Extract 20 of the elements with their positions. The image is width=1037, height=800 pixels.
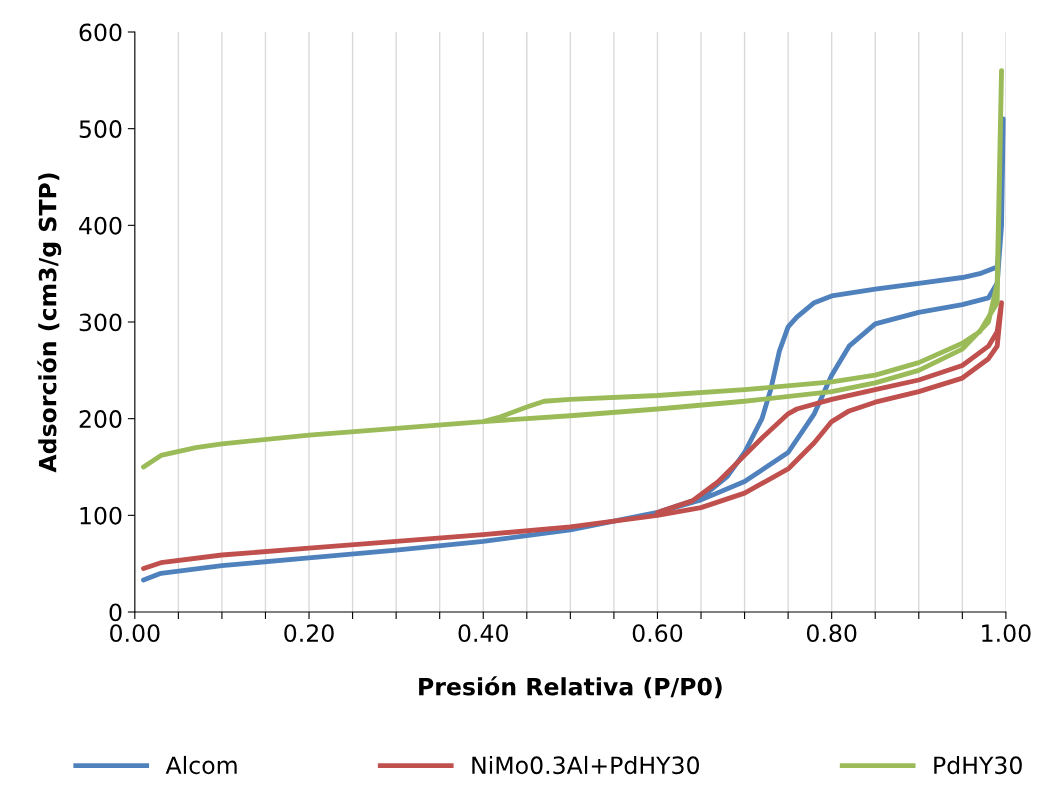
- y-tick-label: 0: [109, 603, 122, 622]
- x-tick-label: 1.00: [982, 624, 1031, 643]
- y-tick-label: 100: [80, 506, 122, 525]
- x-tick-label: 0.60: [632, 624, 683, 643]
- line-series: [141, 300, 1004, 571]
- x-tick-label: 0.00: [110, 624, 160, 643]
- legend-label: PdHY30: [934, 755, 1022, 775]
- y-axis-title: Adsorción (cm3/g STP): [37, 173, 62, 473]
- y-tick-label: 600: [79, 23, 122, 42]
- line-series: [141, 68, 1004, 470]
- x-axis-title: Presión Relativa (P/P0): [419, 676, 722, 699]
- legend-label: Alcom: [165, 755, 237, 775]
- legend-label: NiMo0.3Al+PdHY30: [472, 755, 700, 775]
- x-tick-label: 0.40: [458, 624, 508, 643]
- x-tick-label: 0.80: [806, 624, 857, 643]
- y-tick-label: 500: [79, 120, 122, 138]
- y-tick-label: 300: [79, 313, 122, 332]
- x-tick-label: 0.20: [284, 624, 334, 643]
- y-tick-label: 400: [79, 216, 122, 235]
- y-tick-label: 200: [79, 410, 122, 428]
